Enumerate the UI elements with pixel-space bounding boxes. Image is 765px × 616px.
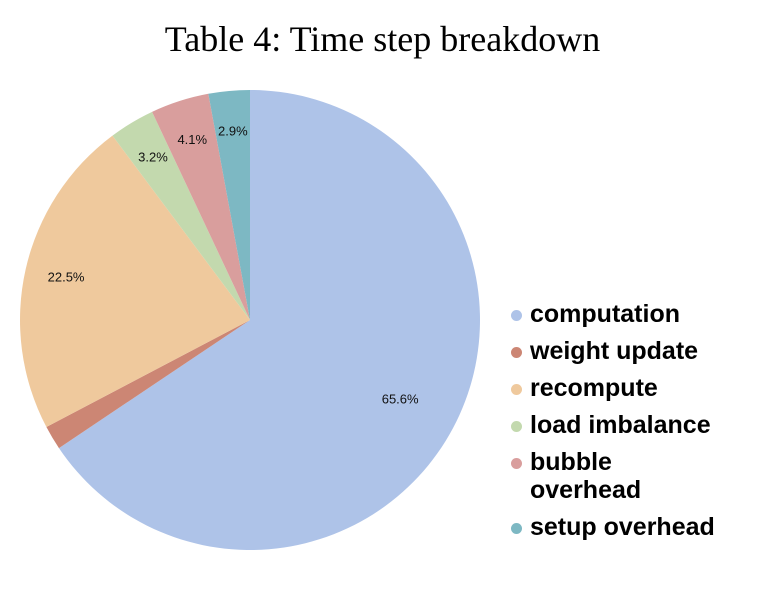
pie-slice-setup-overhead	[208, 90, 250, 320]
pie-slice-recompute	[20, 135, 250, 427]
legend-item-bubble-overhead: bubble overhead	[510, 448, 680, 504]
legend-swatch	[511, 458, 522, 469]
legend-label: weight update	[530, 337, 699, 365]
legend-item-recompute: recompute	[510, 374, 760, 402]
legend-label: load imbalance	[530, 411, 711, 439]
legend-swatch	[511, 523, 522, 534]
chart-title: Table 4: Time step breakdown	[164, 19, 601, 59]
legend-label: recompute	[530, 374, 658, 402]
legend: computation weight update recompute load im…	[510, 300, 760, 550]
legend-swatch	[511, 347, 522, 358]
pie-slice-load-imbalance	[112, 111, 250, 321]
pie-slice-weight-update	[46, 320, 251, 449]
legend-item-weight-update: weight update	[510, 337, 760, 365]
pie-slice-bubble-overhead	[152, 93, 250, 320]
legend-label: setup overhead	[530, 513, 715, 541]
slice-label-bubble-overhead: 4.1%	[177, 132, 207, 147]
legend-item-setup-overhead: setup overhead	[510, 513, 760, 541]
legend-item-computation: computation	[510, 300, 760, 328]
legend-swatch	[511, 384, 522, 395]
slice-label-load-imbalance: 3.2%	[138, 150, 168, 165]
legend-swatch	[511, 421, 522, 432]
legend-label: bubble overhead	[530, 448, 642, 504]
slice-label-recompute: 22.5%	[48, 270, 85, 285]
legend-item-load-imbalance: load imbalance	[510, 411, 760, 439]
slice-label-setup-overhead: 2.9%	[218, 124, 248, 139]
pie-slice-computation	[58, 90, 481, 551]
slice-label-computation: 65.6%	[382, 392, 419, 407]
legend-swatch	[511, 310, 522, 321]
legend-label: computation	[530, 300, 680, 328]
